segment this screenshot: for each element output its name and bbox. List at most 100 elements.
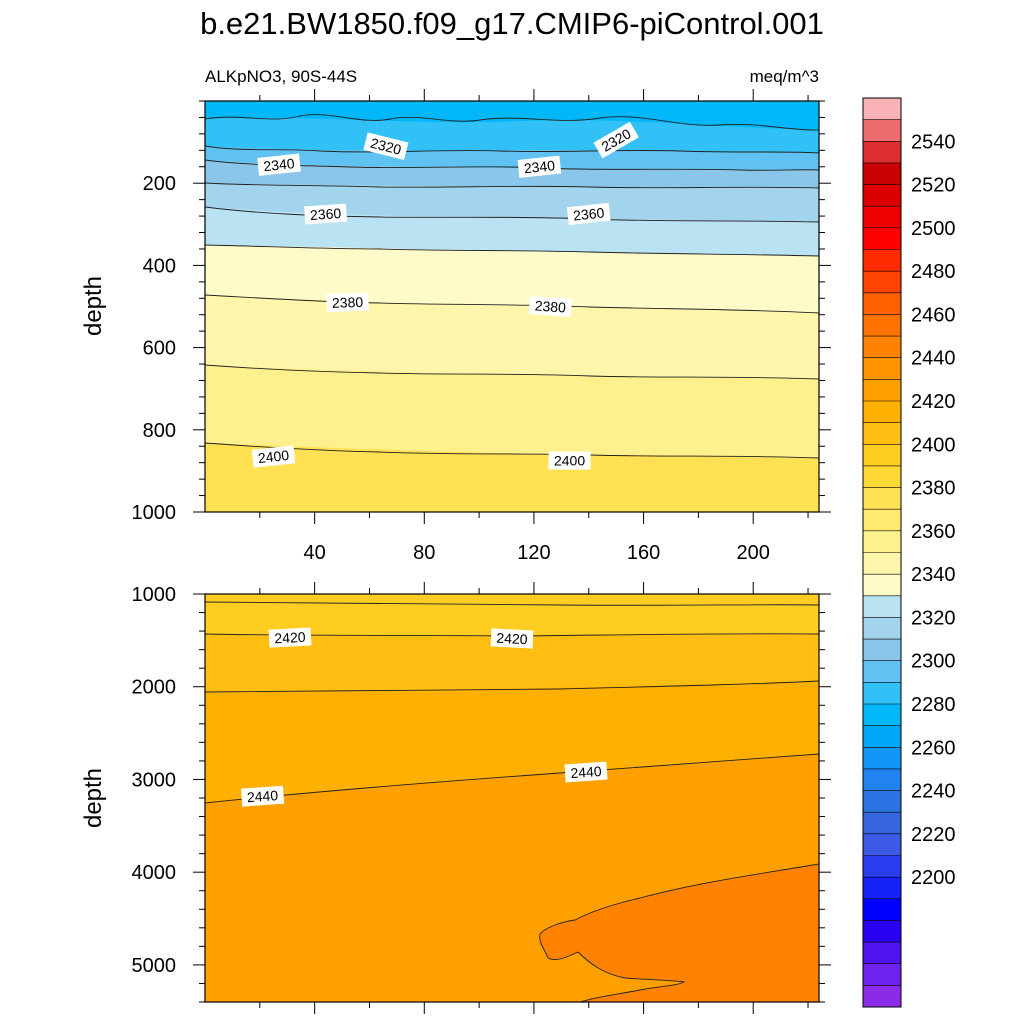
lower-axis-ticks — [193, 582, 831, 1014]
contour-2330 — [205, 145, 819, 154]
colorbar-label: 2240 — [911, 781, 956, 803]
colorbar-swatch — [863, 249, 901, 272]
contour-label-text: 2340 — [523, 157, 556, 176]
colorbar-swatch — [863, 336, 901, 359]
x-tick-label: 160 — [627, 542, 660, 564]
contour-label: 2400 — [251, 445, 296, 468]
colorbar-label: 2480 — [911, 261, 956, 283]
colorbar-swatch — [863, 184, 901, 207]
units-subtitle: meq/m^3 — [750, 67, 819, 86]
colorbar-swatch — [863, 379, 901, 402]
contour-label-text: 2440 — [246, 787, 278, 805]
colorbar-swatch — [863, 271, 901, 294]
contour-label-bg — [304, 203, 348, 225]
contour-2390 — [205, 364, 819, 380]
colorbar-swatch — [863, 227, 901, 250]
contour-label: 2420 — [268, 627, 312, 648]
band-2400 — [205, 443, 819, 512]
colorbar-swatch — [863, 509, 901, 532]
colorbar-label: 2280 — [911, 694, 956, 716]
contour-label-bg — [251, 445, 296, 468]
colorbar-label: 2320 — [911, 607, 956, 629]
contour-label-text: 2380 — [332, 294, 364, 311]
colorbar-swatch — [863, 725, 901, 748]
colorbar-swatch — [863, 422, 901, 445]
contour-label: 2420 — [490, 628, 534, 649]
colorbar-swatch — [863, 206, 901, 229]
contour-2380 — [205, 294, 819, 314]
contour-label-text: 2360 — [310, 205, 342, 223]
contour-label-text: 2360 — [572, 204, 605, 223]
y-tick-label: 1000 — [132, 502, 177, 524]
colorbar-label: 2340 — [911, 564, 956, 586]
contour-2440 — [205, 753, 819, 804]
contour-label-bg — [363, 132, 409, 161]
lower-y-tick-labels: 1000 2000 3000 4000 5000 — [132, 584, 177, 977]
contour-label: 2360 — [304, 203, 348, 225]
y-tick-label: 5000 — [132, 955, 177, 977]
colorbar-swatch — [863, 617, 901, 640]
contour-label-text: 2420 — [274, 629, 306, 647]
contour-label-text: 2320 — [369, 135, 403, 158]
band-2350 — [205, 183, 819, 222]
contour-label: 2440 — [240, 785, 285, 807]
contour-label-text: 2340 — [263, 155, 296, 174]
contour-2370 — [205, 244, 819, 257]
colorbar-swatch — [863, 855, 901, 878]
contour-label-bg — [548, 451, 591, 470]
lower-contour-labels: 2420 2420 2440 2440 — [240, 627, 608, 807]
upper-y-axis-title: depth — [80, 276, 107, 336]
colorbar-label: 2200 — [911, 867, 956, 889]
band-2390 — [205, 365, 819, 460]
colorbar-label: 2500 — [911, 218, 956, 240]
colorbar-swatch — [863, 812, 901, 835]
contour-2350 — [205, 182, 819, 189]
colorbar-label: 2260 — [911, 737, 956, 759]
y-tick-label: 400 — [143, 255, 176, 277]
colorbar-swatch — [863, 98, 901, 120]
colorbar-label: 2300 — [911, 651, 956, 673]
contour-label-bg — [517, 155, 562, 178]
lower-panel: 2420 2420 2440 2440 1000 2000 3000 4000 5000 de… — [80, 582, 831, 1014]
colorbar-swatch — [863, 119, 901, 142]
colorbar-swatch — [863, 768, 901, 791]
colorbar-swatch — [863, 595, 901, 618]
upper-x-tick-labels: 40 80 120 160 200 — [304, 542, 770, 564]
contour-2320 — [205, 114, 819, 131]
upper-axis-ticks — [193, 89, 831, 524]
upper-plot-frame — [204, 100, 820, 513]
colorbar-swatch — [863, 552, 901, 575]
contour-label-bg — [528, 296, 572, 317]
band-2380 — [205, 295, 819, 382]
colorbar-label: 2520 — [911, 175, 956, 197]
colorbar-swatch — [863, 292, 901, 315]
colorbar-swatch — [863, 704, 901, 726]
colorbar-swatch — [863, 660, 901, 683]
contour-label: 2340 — [257, 153, 301, 176]
colorbar-swatch — [863, 790, 901, 813]
colorbar-swatch — [863, 574, 901, 597]
colorbar-swatch — [863, 444, 901, 467]
colorbar-swatch — [863, 530, 901, 553]
contour-label: 2320 — [363, 132, 409, 161]
colorbar-swatch — [863, 487, 901, 510]
contour-label: 2360 — [566, 202, 611, 226]
contour-2450 — [539, 863, 819, 1002]
y-tick-label: 3000 — [132, 769, 177, 791]
colorbar-swatch — [863, 833, 901, 856]
colorbar-swatch — [863, 898, 901, 921]
colorbar-label: 2400 — [911, 434, 956, 456]
colorbar-label: 2220 — [911, 824, 956, 846]
y-tick-label: 200 — [143, 173, 176, 195]
colorbar-swatch — [863, 401, 901, 423]
colorbar-swatch — [863, 314, 901, 337]
contour-label-bg — [240, 785, 285, 807]
colorbar-label: 2460 — [911, 304, 956, 326]
contour-2410 — [205, 601, 819, 606]
band-2320 — [205, 117, 819, 153]
x-tick-label: 200 — [737, 542, 770, 564]
contour-label-bg — [593, 121, 639, 159]
colorbar-frame — [862, 97, 902, 1008]
